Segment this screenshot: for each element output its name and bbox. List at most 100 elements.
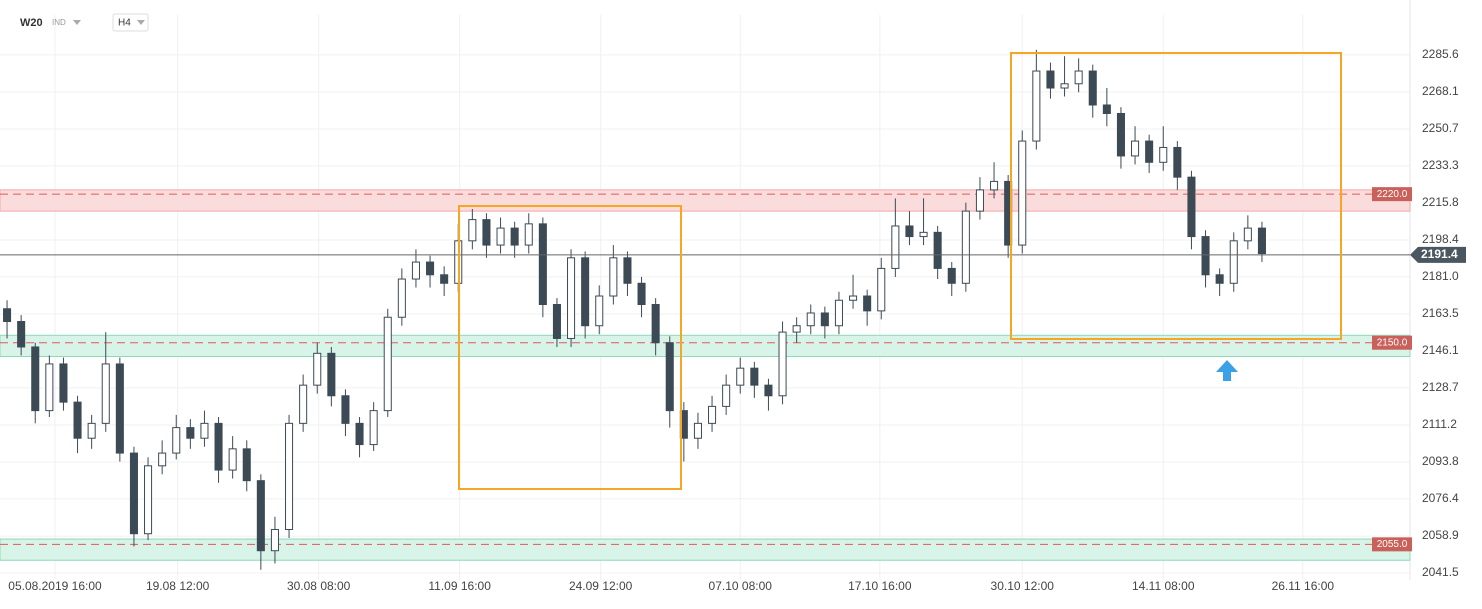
candle-body [158, 452, 167, 467]
candle-body [87, 422, 96, 439]
candle-body [101, 363, 110, 424]
candle-body [623, 257, 632, 284]
candle-body [1088, 70, 1097, 106]
y-tick-label: 2268.1 [1422, 84, 1459, 98]
candle-body [736, 367, 745, 386]
x-tick-label: 07.10 08:00 [709, 579, 773, 593]
candle-body [285, 422, 294, 530]
level-label: 2220.0 [1377, 189, 1408, 200]
candle-body [877, 267, 886, 312]
candle-body [383, 316, 392, 412]
x-tick-label: 26.11 16:00 [1272, 579, 1335, 593]
candle-body [1046, 70, 1055, 89]
candle-body [496, 227, 505, 246]
candle-body [552, 304, 561, 339]
candle-body [538, 223, 547, 306]
y-tick-label: 2181.0 [1422, 269, 1459, 283]
candle-body [200, 422, 209, 439]
candle-body [242, 448, 251, 482]
candle-body [1060, 83, 1069, 89]
candle-body [59, 363, 68, 403]
level-tag [1372, 187, 1412, 202]
candle-body [468, 219, 477, 242]
candle-body [961, 210, 970, 284]
y-tick-label: 2250.7 [1422, 121, 1459, 135]
candle-body [313, 352, 322, 386]
candle-body [256, 480, 265, 552]
candle-body [1173, 146, 1182, 178]
level-label: 2055.0 [1377, 539, 1408, 550]
candle-body [947, 267, 956, 284]
candle-body [1229, 240, 1238, 284]
candle-body [1201, 236, 1210, 276]
candle-body [299, 384, 308, 424]
y-tick-label: 2285.6 [1422, 47, 1459, 61]
candle-body [3, 308, 12, 322]
symbol: W20 [20, 17, 43, 29]
candle-body [933, 231, 942, 269]
candle-body [750, 367, 759, 386]
y-tick-label: 2076.4 [1422, 491, 1459, 505]
candle-body [975, 189, 984, 212]
candle-body [919, 231, 928, 238]
candle-body [327, 352, 336, 397]
candle-body [820, 312, 829, 327]
candle-body [567, 257, 576, 339]
x-tick-label: 24.09 12:00 [569, 579, 633, 593]
candle-body [665, 342, 674, 412]
candle-body [510, 227, 519, 246]
y-tick-label: 2198.4 [1422, 232, 1459, 246]
candle-body [722, 384, 731, 407]
candle-body [1215, 274, 1224, 284]
y-tick-label: 2093.8 [1422, 454, 1459, 468]
candle-body [891, 225, 900, 269]
interval-selector[interactable] [112, 13, 149, 32]
candle-body [1032, 70, 1041, 142]
candle-body [778, 331, 787, 397]
y-tick-label: 2233.3 [1422, 158, 1459, 172]
y-tick-label: 2163.5 [1422, 306, 1459, 320]
level-zone [0, 538, 1411, 561]
candle-body [397, 278, 406, 318]
x-tick-label: 14.11 08:00 [1132, 579, 1195, 593]
candle-body [792, 325, 801, 333]
annotation-box [1010, 52, 1342, 340]
candle-body [1187, 176, 1196, 238]
level-zone [0, 189, 1411, 212]
candle-body [905, 225, 914, 238]
candle-body [228, 448, 237, 471]
dropdown-icon[interactable] [137, 20, 145, 25]
candle-body [1243, 227, 1252, 242]
candle-body [581, 257, 590, 327]
annotation-box [458, 205, 682, 490]
current-price-label: 2191.4 [1421, 247, 1458, 261]
candle-body [1159, 146, 1168, 163]
candle-body [73, 401, 82, 439]
y-tick-label: 2146.1 [1422, 343, 1459, 357]
candle-body [144, 465, 153, 535]
y-tick-label: 2128.7 [1422, 380, 1459, 394]
candle-body [849, 295, 858, 301]
candle-body [341, 395, 350, 424]
candle-body [45, 363, 54, 412]
x-tick-label: 17.10 16:00 [848, 579, 912, 593]
candle-body [693, 422, 702, 439]
y-tick-label: 2041.5 [1422, 565, 1459, 579]
candle-body [355, 422, 364, 446]
candle-body [186, 427, 195, 439]
y-tick-label: 2111.2 [1422, 417, 1457, 431]
dropdown-icon[interactable] [73, 20, 81, 25]
candle-body [764, 384, 773, 397]
candle-body [1102, 104, 1111, 114]
candle-body [637, 282, 646, 306]
candle-body [426, 261, 435, 276]
candle-body [651, 304, 660, 344]
y-tick-label: 2058.9 [1422, 528, 1459, 542]
price-tag [1410, 246, 1466, 263]
candle-body [595, 295, 604, 327]
y-tick-label: 2215.8 [1422, 195, 1459, 209]
candle-body [834, 299, 843, 327]
candle-body [115, 363, 124, 454]
x-tick-label: 05.08.2019 16:00 [8, 579, 102, 593]
